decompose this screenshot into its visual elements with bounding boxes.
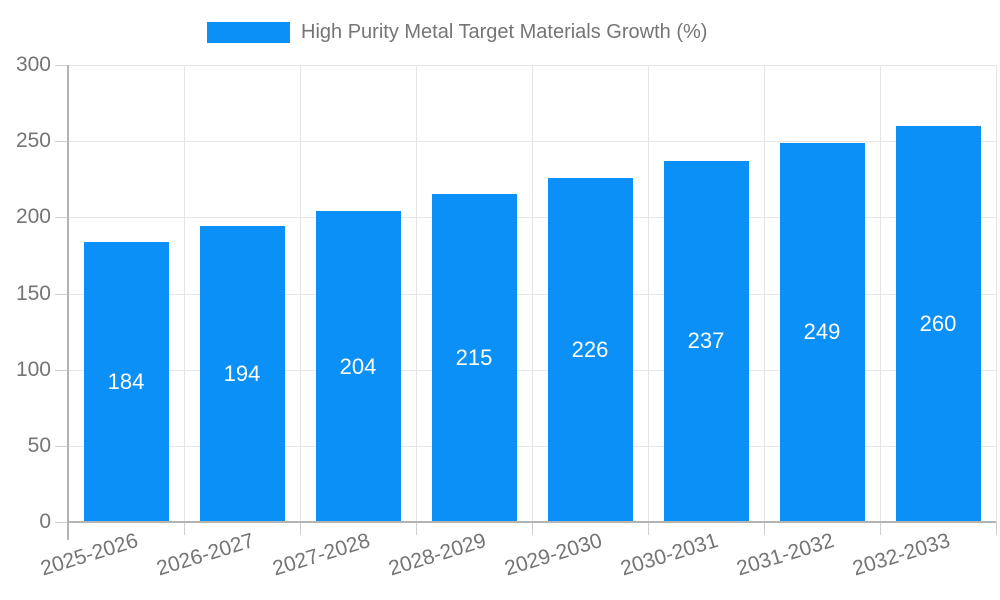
x-gridline <box>764 65 765 522</box>
x-tick-mark <box>184 522 185 535</box>
y-tick-label: 150 <box>15 281 51 305</box>
x-gridline <box>300 65 301 522</box>
y-tick-mark <box>55 65 68 66</box>
y-tick-label: 200 <box>15 205 51 229</box>
y-tick-mark <box>55 369 68 371</box>
y-tick-label: 100 <box>15 357 51 381</box>
bar <box>199 226 285 522</box>
legend-label: High Purity Metal Target Materials Growt… <box>301 20 708 43</box>
bar <box>779 142 865 522</box>
x-tick-mark <box>300 522 301 535</box>
x-tick-mark <box>764 522 765 535</box>
bar-value-label: 204 <box>339 353 377 379</box>
chart-legend[interactable]: High Purity Metal Target Materials Growt… <box>207 20 707 44</box>
x-gridline <box>996 65 997 522</box>
x-tick-mark <box>416 522 417 535</box>
bar <box>83 241 169 522</box>
x-tick-mark <box>996 522 997 535</box>
bar <box>895 125 981 522</box>
bar-value-label: 249 <box>803 319 841 345</box>
x-gridline <box>416 65 417 522</box>
x-gridline <box>532 65 533 522</box>
y-tick-mark <box>55 445 68 447</box>
x-gridline <box>184 65 185 522</box>
bar <box>547 177 633 522</box>
y-tick-mark <box>55 522 68 523</box>
y-axis-line <box>67 65 69 540</box>
x-gridline <box>880 65 881 522</box>
x-gridline <box>648 65 649 522</box>
x-tick-mark <box>532 522 533 535</box>
bar <box>663 160 749 522</box>
y-tick-label: 50 <box>27 433 51 457</box>
y-tick-mark <box>55 217 68 219</box>
y-tick-mark <box>55 293 68 295</box>
x-tick-mark <box>648 522 649 535</box>
bar-value-label: 184 <box>107 368 145 394</box>
y-tick-label: 300 <box>15 53 51 76</box>
bar-value-label: 260 <box>919 310 957 336</box>
bar-value-label: 237 <box>687 328 725 354</box>
x-axis-line <box>68 521 996 523</box>
bar <box>431 194 517 522</box>
x-tick-mark <box>880 522 881 535</box>
bar <box>315 211 401 522</box>
bar-value-label: 194 <box>223 361 261 387</box>
y-tick-mark <box>55 141 68 143</box>
y-tick-label: 250 <box>15 129 51 153</box>
legend-swatch <box>207 21 290 43</box>
bar-value-label: 226 <box>571 336 609 362</box>
y-tick-label: 0 <box>39 510 51 533</box>
bar-value-label: 215 <box>455 345 493 371</box>
